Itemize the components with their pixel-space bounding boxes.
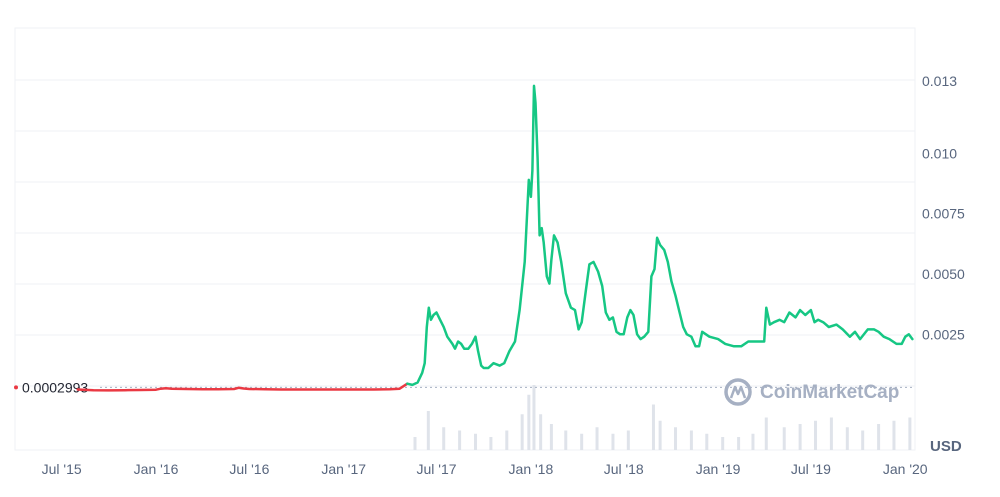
watermark-text: CoinMarketCap (760, 382, 899, 403)
volume-bar (458, 430, 462, 450)
volume-bar (798, 424, 802, 450)
volume-bar (626, 430, 630, 450)
watermark: CoinMarketCap (724, 378, 899, 406)
volume-bar (737, 437, 741, 450)
volume-bar (892, 420, 896, 450)
y-tick-label: 0.0050 (922, 266, 965, 282)
volume-bar (442, 427, 446, 450)
volume-bar (782, 427, 786, 450)
volume-bar (845, 427, 849, 450)
volume-bar (751, 433, 755, 450)
volume-bar (520, 414, 524, 450)
x-tick-label: Jul '15 (42, 461, 82, 477)
volume-bar (426, 411, 430, 450)
volume-bar (829, 417, 833, 450)
y-axis: 0.0025 0.0050 0.0075 0.010 0.013 (922, 73, 965, 342)
grid-lines (14, 27, 916, 451)
volume-bar (721, 437, 725, 450)
volume-bar (580, 433, 584, 450)
y-tick-label: 0.0075 (922, 206, 965, 222)
reference-price-label: 0.0002993 (22, 379, 88, 395)
volume-bar (705, 433, 709, 450)
price-line-down (76, 382, 409, 392)
volume-bar (564, 430, 568, 450)
volume-bars (413, 385, 912, 450)
volume-bar (651, 404, 655, 450)
volume-bar (532, 385, 536, 450)
volume-bar (689, 430, 693, 450)
x-tick-label: Jan '18 (509, 461, 554, 477)
plot-border (14, 27, 916, 451)
volume-bar (474, 433, 478, 450)
volume-bar (489, 437, 493, 450)
volume-bar (595, 427, 599, 450)
x-axis: Jul '15 Jan '16 Jul '16 Jan '17 Jul '17 Jan '… (42, 461, 928, 477)
currency-label: USD (930, 438, 962, 455)
volume-bar (861, 430, 865, 450)
volume-bar (539, 414, 543, 450)
y-tick-label: 0.010 (922, 145, 957, 161)
volume-bar (549, 424, 553, 450)
x-tick-label: Jul '19 (791, 461, 831, 477)
volume-bar (505, 430, 509, 450)
price-line-up (406, 84, 914, 387)
y-tick-label: 0.0025 (922, 326, 965, 342)
x-tick-label: Jan '16 (134, 461, 179, 477)
reference-price-marker (14, 385, 18, 390)
volume-bar (658, 420, 662, 450)
x-tick-label: Jan '17 (321, 461, 366, 477)
coinmarketcap-logo-icon (724, 378, 752, 406)
volume-bar (814, 420, 818, 450)
volume-bar (527, 394, 531, 450)
x-tick-label: Jul '17 (417, 461, 457, 477)
x-tick-label: Jan '19 (696, 461, 741, 477)
x-tick-label: Jul '18 (604, 461, 644, 477)
x-tick-label: Jan '20 (883, 461, 928, 477)
volume-bar (764, 417, 768, 450)
volume-bar (611, 433, 615, 450)
x-tick-label: Jul '16 (229, 461, 269, 477)
volume-bar (877, 424, 881, 450)
price-series (76, 84, 914, 392)
volume-bar (674, 427, 678, 450)
y-tick-label: 0.013 (922, 73, 957, 89)
volume-bar (413, 437, 417, 450)
volume-bar (908, 417, 912, 450)
